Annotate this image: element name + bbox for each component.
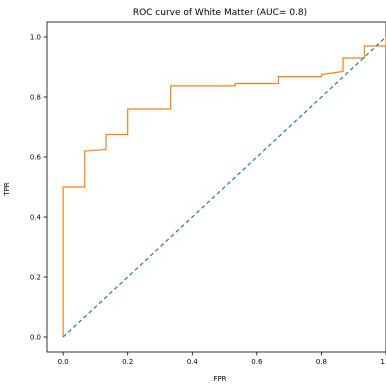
y-axis-ticks: 0.0 0.2 0.4 0.6 0.8 1.0 bbox=[30, 34, 47, 342]
y-tick-label: 1.0 bbox=[30, 34, 41, 42]
chance-diagonal-line bbox=[62, 36, 386, 338]
y-tick-label: 0.2 bbox=[30, 274, 41, 282]
x-axis-label: FPR bbox=[213, 375, 226, 383]
x-axis-ticks: 0.0 0.2 0.4 0.6 0.8 1.0 bbox=[58, 352, 386, 366]
x-tick-label: 1.0 bbox=[380, 358, 386, 366]
y-tick-label: 0.8 bbox=[30, 94, 41, 102]
x-tick-label: 0.8 bbox=[316, 358, 327, 366]
plot-frame bbox=[46, 21, 386, 353]
plot-area bbox=[46, 21, 386, 353]
y-axis-label: TPR bbox=[3, 182, 11, 196]
x-tick-label: 0.2 bbox=[122, 358, 133, 366]
roc-curve-line bbox=[62, 37, 386, 337]
x-tick-label: 0.6 bbox=[251, 358, 263, 366]
series-layer bbox=[62, 36, 386, 338]
y-tick-label: 0.6 bbox=[30, 154, 42, 162]
y-tick-label: 0.0 bbox=[30, 334, 41, 342]
chart-title: ROC curve of White Matter (AUC= 0.8) bbox=[133, 8, 307, 18]
x-tick-label: 0.0 bbox=[58, 358, 69, 366]
y-tick-label: 0.4 bbox=[30, 214, 42, 222]
x-tick-label: 0.4 bbox=[187, 358, 199, 366]
